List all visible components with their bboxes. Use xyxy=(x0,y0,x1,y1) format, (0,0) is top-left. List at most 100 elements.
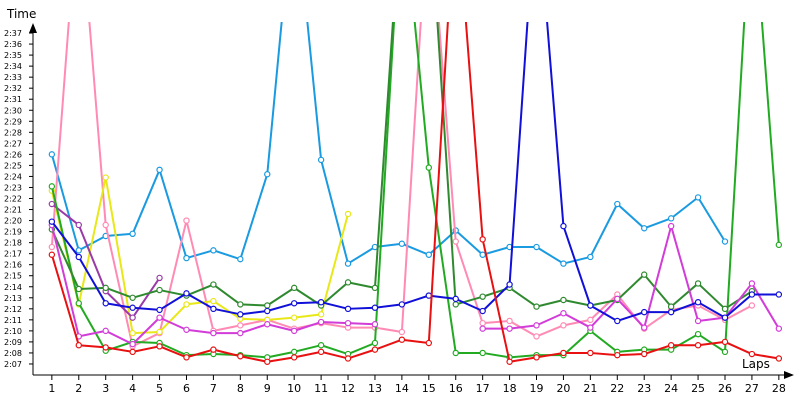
y-tick-label: 2:34 xyxy=(4,62,22,71)
data-point xyxy=(75,285,82,293)
data-point xyxy=(290,314,298,321)
data-point xyxy=(48,151,56,158)
x-tick-label: 26 xyxy=(718,382,732,395)
data-point xyxy=(533,354,540,361)
data-point xyxy=(102,344,109,351)
x-tick-label: 27 xyxy=(745,382,759,395)
x-tick-label: 12 xyxy=(341,382,355,395)
data-point xyxy=(317,318,325,326)
data-point xyxy=(748,280,756,287)
data-point xyxy=(75,247,82,254)
y-tick-label: 2:27 xyxy=(4,139,22,148)
data-point xyxy=(748,302,756,309)
data-point xyxy=(237,322,244,329)
y-tick-label: 2:21 xyxy=(4,206,22,215)
data-point xyxy=(183,326,190,333)
series-line xyxy=(50,22,753,310)
data-point xyxy=(694,342,702,349)
data-point xyxy=(371,321,379,328)
series-3 xyxy=(48,174,352,337)
data-point xyxy=(129,329,136,337)
data-point xyxy=(290,348,298,356)
data-point xyxy=(398,328,406,336)
data-point xyxy=(237,301,244,308)
data-point xyxy=(614,351,621,359)
data-point xyxy=(667,308,675,316)
data-point xyxy=(721,305,729,313)
data-point xyxy=(75,253,82,261)
data-point xyxy=(344,260,352,267)
data-point xyxy=(48,243,56,251)
data-point xyxy=(48,251,56,258)
data-point xyxy=(317,348,325,356)
y-axis-title: Time xyxy=(6,7,36,21)
x-tick-label: 14 xyxy=(395,382,409,395)
data-point xyxy=(129,304,136,311)
series-line xyxy=(50,22,780,363)
data-point xyxy=(479,293,486,300)
y-tick-label: 2:13 xyxy=(4,294,22,303)
data-point xyxy=(75,300,82,307)
x-tick-label: 9 xyxy=(264,382,271,395)
y-tick-label: 2:29 xyxy=(4,117,22,126)
y-tick-label: 2:16 xyxy=(4,261,22,270)
y-tick-label: 2:15 xyxy=(4,272,22,281)
series-layer xyxy=(48,22,783,365)
data-point xyxy=(344,319,352,327)
y-tick-label: 2:25 xyxy=(4,161,22,170)
data-point xyxy=(129,340,136,348)
y-axis-arrow xyxy=(29,23,37,33)
data-point xyxy=(371,339,379,347)
data-point xyxy=(533,303,540,310)
x-tick-label: 5 xyxy=(156,382,163,395)
data-point xyxy=(75,221,82,229)
data-point xyxy=(210,346,217,353)
y-tick-label: 2:12 xyxy=(4,305,22,314)
y-tick-label: 2:37 xyxy=(4,29,22,38)
series-9 xyxy=(48,22,783,365)
y-tick-label: 2:19 xyxy=(4,228,22,237)
series-7 xyxy=(48,221,783,348)
data-point xyxy=(210,329,217,337)
data-point xyxy=(210,281,217,288)
data-point xyxy=(641,308,648,316)
y-tick-label: 2:11 xyxy=(4,316,22,325)
data-point xyxy=(775,241,783,249)
data-point xyxy=(667,215,675,222)
y-tick-label: 2:31 xyxy=(4,95,22,104)
data-point xyxy=(183,217,190,224)
x-tick-label: 1 xyxy=(48,382,55,395)
series-2 xyxy=(48,22,756,350)
data-point xyxy=(237,311,244,318)
data-point xyxy=(748,350,756,358)
data-point xyxy=(156,314,163,321)
data-point xyxy=(237,329,244,337)
data-point xyxy=(506,358,513,365)
y-tick-label: 2:07 xyxy=(4,360,22,369)
data-point xyxy=(129,294,136,301)
x-tick-label: 25 xyxy=(691,382,705,395)
data-point xyxy=(775,355,783,362)
data-point xyxy=(748,291,756,298)
x-tick-label: 2 xyxy=(75,382,82,395)
data-point xyxy=(560,260,567,267)
x-tick-label: 23 xyxy=(637,382,651,395)
data-point xyxy=(183,354,190,361)
axis-layer: Time Laps xyxy=(6,7,794,379)
data-point xyxy=(156,306,163,314)
data-point xyxy=(721,338,729,346)
data-point xyxy=(264,171,271,178)
data-point xyxy=(479,319,486,327)
data-point xyxy=(102,300,109,307)
data-point xyxy=(129,348,136,356)
series-6 xyxy=(48,22,756,313)
data-point xyxy=(264,358,271,365)
data-point xyxy=(156,343,163,350)
x-tick-label: 4 xyxy=(129,382,136,395)
data-point xyxy=(237,255,244,263)
series-line xyxy=(482,225,780,330)
data-point xyxy=(156,286,163,294)
data-point xyxy=(506,325,513,332)
series-line xyxy=(50,176,349,335)
